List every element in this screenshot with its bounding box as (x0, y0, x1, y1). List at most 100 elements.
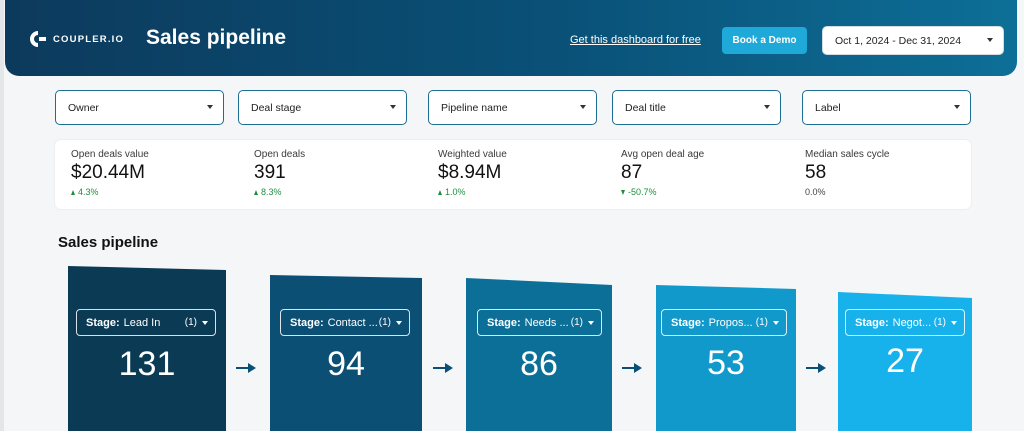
stage-count: (1) (933, 317, 946, 328)
book-demo-button[interactable]: Book a Demo (722, 27, 807, 54)
stage-name: Negot... (892, 316, 932, 329)
kpi-median-sales-cycle: Median sales cycle 58 0.0% (805, 149, 889, 197)
coupler-logo[interactable]: COUPLER.IO (29, 30, 124, 48)
stage-name: Contact ... (327, 316, 378, 329)
kpi-value: $8.94M (438, 162, 502, 183)
window-edge (0, 0, 4, 431)
filter-pipeline-name[interactable]: Pipeline name (428, 90, 597, 125)
kpi-delta-text: 4.3% (78, 187, 99, 197)
chevron-down-icon (764, 105, 770, 109)
kpi-open-deals-value: Open deals value $20.44M 4.3% (71, 149, 149, 197)
chevron-down-icon (580, 105, 586, 109)
filter-label: Pipeline name (441, 101, 508, 114)
kpi-delta: 1.0% (438, 187, 507, 197)
chevron-down-icon (951, 321, 957, 325)
arrow-up-icon (254, 189, 258, 195)
stage-select[interactable]: Stage: Lead In (1) (76, 309, 216, 336)
stage-prefix: Stage: (671, 316, 705, 329)
kpi-card: Open deals value $20.44M 4.3% Open deals… (55, 140, 971, 209)
kpi-label: Open deals (254, 149, 306, 160)
filter-label: Label (815, 101, 841, 114)
coupler-logo-icon (29, 30, 47, 48)
kpi-delta: 4.3% (71, 187, 149, 197)
kpi-value: 391 (254, 162, 286, 183)
date-range-select[interactable]: Oct 1, 2024 - Dec 31, 2024 (822, 26, 1004, 55)
stage-select[interactable]: Stage: Propos... (1) (661, 309, 787, 336)
kpi-delta-text: 8.3% (261, 187, 282, 197)
stage-name: Needs ... (524, 316, 569, 329)
stage-shape (270, 275, 422, 431)
filter-label-select[interactable]: Label (802, 90, 971, 125)
kpi-delta-text: 1.0% (445, 187, 466, 197)
get-dashboard-link[interactable]: Get this dashboard for free (570, 34, 701, 46)
filter-owner[interactable]: Owner (55, 90, 224, 125)
stage-select[interactable]: Stage: Contact ... (1) (280, 309, 410, 336)
arrow-right-icon (806, 363, 826, 373)
stage-card-negotiation: Stage: Negot... (1) 27 (838, 292, 972, 431)
stage-value: 94 (327, 345, 365, 383)
stage-value: 27 (886, 342, 924, 380)
stage-name: Lead In (123, 316, 161, 329)
stage-value: 86 (520, 345, 558, 383)
filter-deal-stage[interactable]: Deal stage (238, 90, 407, 125)
stage-card-contact: Stage: Contact ... (1) 94 (270, 275, 422, 431)
kpi-value: 87 (621, 162, 643, 183)
chevron-down-icon (588, 321, 594, 325)
arrow-down-icon (621, 189, 625, 195)
arrow-up-icon (71, 189, 75, 195)
stage-shape (656, 285, 796, 431)
filter-deal-title[interactable]: Deal title (612, 90, 781, 125)
stage-shape (68, 266, 226, 431)
kpi-delta: 0.0% (805, 187, 889, 197)
chevron-down-icon (987, 38, 993, 42)
arrow-up-icon (438, 189, 442, 195)
stage-shape (838, 292, 972, 431)
kpi-delta-text: 0.0% (805, 187, 826, 197)
filter-label: Deal title (625, 101, 666, 114)
kpi-label: Median sales cycle (805, 149, 890, 160)
kpi-delta: -50.7% (621, 187, 704, 197)
chevron-down-icon (396, 321, 402, 325)
kpi-weighted-value: Weighted value $8.94M 1.0% (438, 149, 507, 197)
logo-text: COUPLER.IO (53, 33, 125, 45)
stage-name: Propos... (708, 316, 753, 329)
chevron-down-icon (202, 321, 208, 325)
stage-value: 131 (118, 345, 176, 383)
date-range-value: Oct 1, 2024 - Dec 31, 2024 (835, 34, 962, 47)
chevron-down-icon (390, 105, 396, 109)
stage-prefix: Stage: (855, 316, 889, 329)
arrow-right-icon (622, 363, 642, 373)
stage-shape (466, 278, 612, 431)
stage-card-needs: Stage: Needs ... (1) 86 (466, 278, 612, 431)
filter-label: Deal stage (251, 101, 302, 114)
stage-card-proposal: Stage: Propos... (1) 53 (656, 285, 796, 431)
kpi-open-deals: Open deals 391 8.3% (254, 149, 305, 197)
stage-count: (1) (184, 317, 197, 328)
stage-prefix: Stage: (487, 316, 521, 329)
kpi-value: $20.44M (71, 162, 145, 183)
stage-select[interactable]: Stage: Negot... (1) (845, 309, 965, 336)
kpi-delta-text: -50.7% (628, 187, 657, 197)
arrow-right-icon (433, 363, 453, 373)
kpi-label: Weighted value (438, 149, 507, 160)
kpi-label: Avg open deal age (621, 149, 705, 160)
stage-count: (1) (378, 317, 391, 328)
kpi-delta: 8.3% (254, 187, 305, 197)
chevron-down-icon (773, 321, 779, 325)
chevron-down-icon (954, 105, 960, 109)
stage-card-lead-in: Stage: Lead In (1) 131 (68, 266, 226, 431)
arrow-right-icon (236, 363, 256, 373)
kpi-label: Open deals value (71, 149, 149, 160)
stage-count: (1) (570, 317, 583, 328)
stage-count: (1) (755, 317, 768, 328)
stage-select[interactable]: Stage: Needs ... (1) (477, 309, 602, 336)
chevron-down-icon (207, 105, 213, 109)
stage-value: 53 (707, 344, 745, 382)
stage-prefix: Stage: (86, 316, 120, 329)
filter-label: Owner (68, 101, 99, 114)
section-title: Sales pipeline (58, 234, 159, 251)
page-title: Sales pipeline (146, 26, 287, 49)
kpi-avg-open-deal-age: Avg open deal age 87 -50.7% (621, 149, 704, 197)
stage-prefix: Stage: (290, 316, 324, 329)
